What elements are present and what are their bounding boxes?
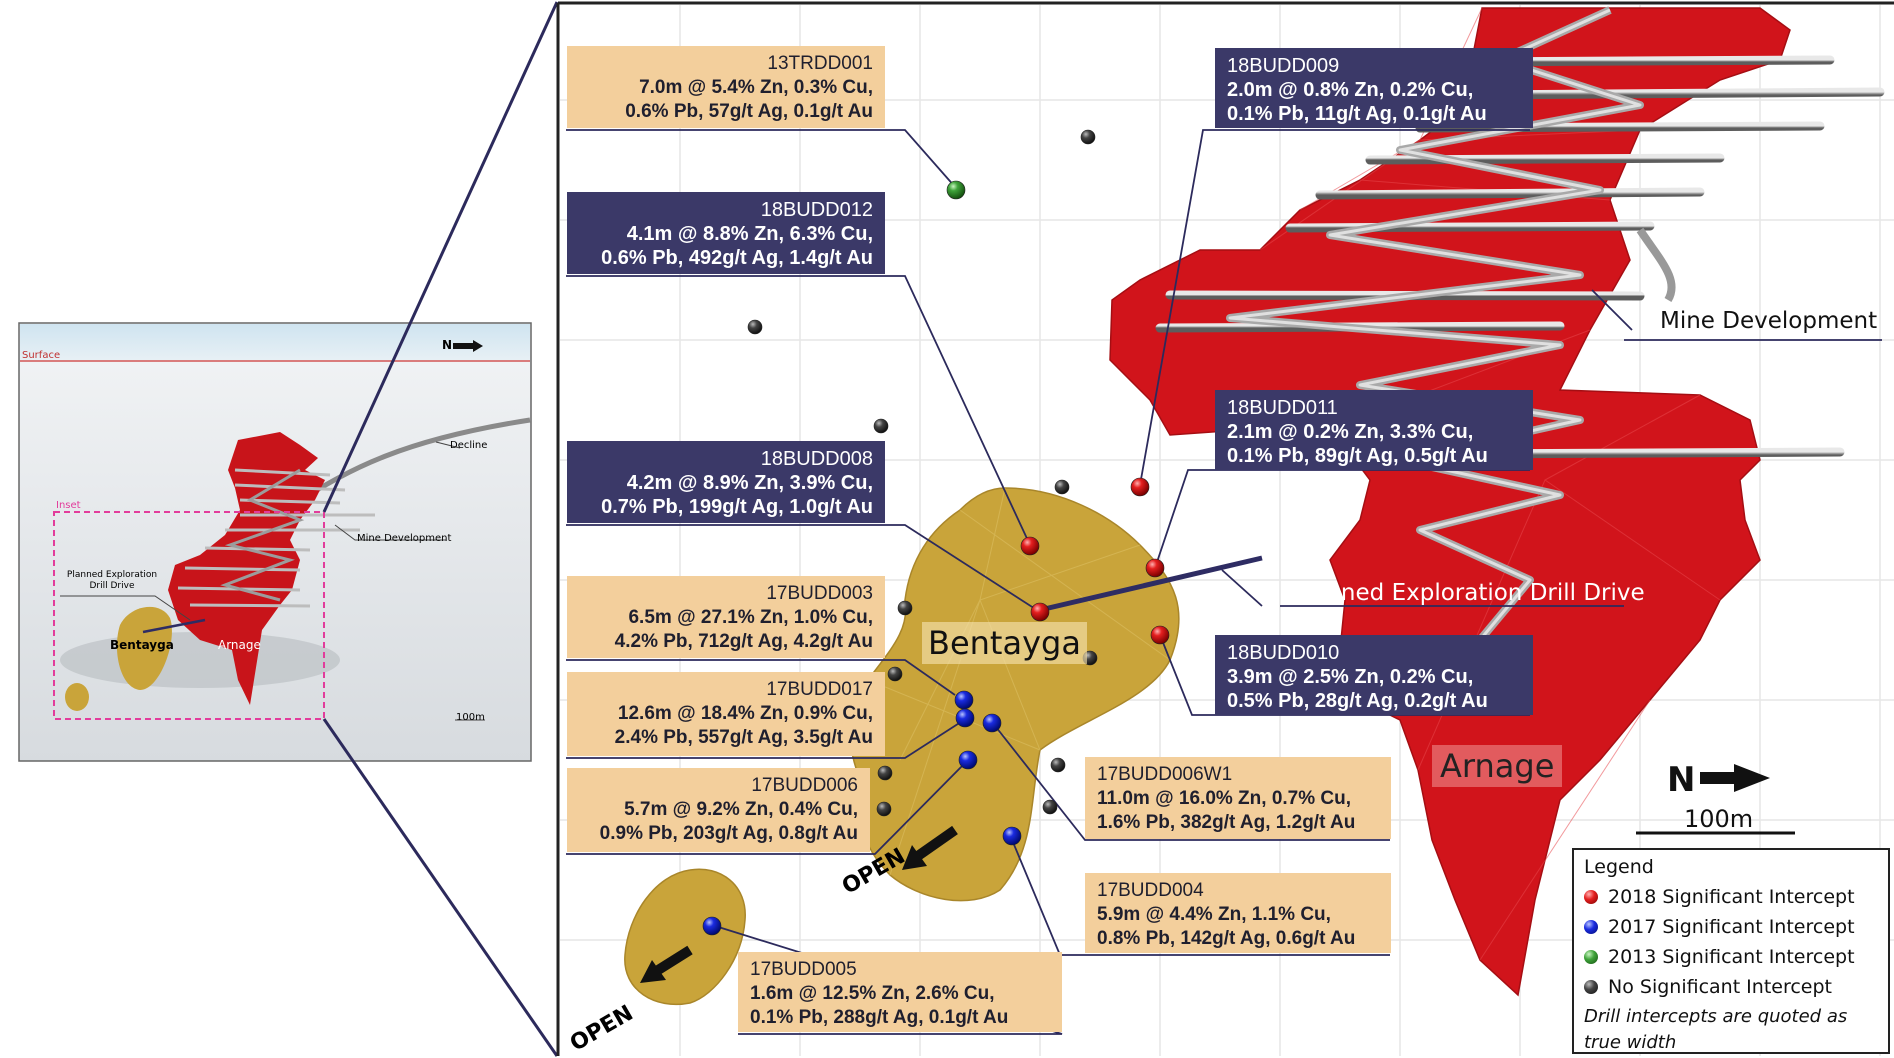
legend: Legend 2018 Significant Intercept 2017 S… bbox=[1572, 848, 1890, 1054]
inset-decline-label: Decline bbox=[450, 440, 488, 451]
intercept-label-18BUDD010: 18BUDD010 3.9m @ 2.5% Zn, 0.2% Cu, 0.5% Pb… bbox=[1215, 635, 1533, 715]
inset-north-label: N bbox=[442, 338, 453, 352]
inset-planned-drive-label: Planned Exploration Drill Drive bbox=[66, 570, 158, 591]
open-arrow-1 bbox=[902, 825, 958, 870]
mine-development-label: Mine Development bbox=[1660, 308, 1878, 334]
legend-item-2017: 2017 Significant Intercept bbox=[1584, 912, 1878, 942]
intercept-label-18BUDD008: 18BUDD008 4.2m @ 8.9% Zn, 3.9% Cu, 0.7% Pb… bbox=[567, 441, 885, 523]
intercept-label-17BUDD006: 17BUDD006 5.7m @ 9.2% Zn, 0.4% Cu, 0.9% Pb… bbox=[567, 768, 870, 852]
open-arrow-2 bbox=[640, 945, 693, 983]
bentayga-orebody bbox=[849, 487, 1180, 902]
intercept-label-18BUDD009: 18BUDD009 2.0m @ 0.8% Zn, 0.2% Cu, 0.1% Pb… bbox=[1215, 48, 1533, 128]
arnage-label: Arnage bbox=[1432, 745, 1563, 787]
leader-lines bbox=[566, 129, 1882, 1035]
blue-dot-icon bbox=[1584, 920, 1598, 934]
inset-arnage-label: Arnage bbox=[218, 638, 261, 652]
intercept-label-17BUDD003: 17BUDD003 6.5m @ 27.1% Zn, 1.0% Cu, 4.2% P… bbox=[567, 576, 885, 658]
intercept-label-18BUDD012: 18BUDD012 4.1m @ 8.8% Zn, 6.3% Cu, 0.6% Pb… bbox=[567, 192, 885, 274]
north-label: N bbox=[1667, 760, 1696, 800]
inset-view bbox=[18, 322, 532, 762]
drill-hole-points bbox=[702, 129, 1170, 936]
north-arrow bbox=[1700, 764, 1770, 792]
red-dot-icon bbox=[1584, 890, 1598, 904]
inset-surface-label: Surface bbox=[22, 350, 61, 361]
grey-dot-icon bbox=[1584, 980, 1598, 994]
intercept-label-17BUDD017: 17BUDD017 12.6m @ 18.4% Zn, 0.9% Cu, 2.4% … bbox=[567, 672, 885, 756]
inset-bentayga-label: Bentayga bbox=[110, 638, 174, 652]
planned-exploration-drill-drive bbox=[1039, 555, 1263, 613]
legend-item-2013: 2013 Significant Intercept bbox=[1584, 942, 1878, 972]
main-map bbox=[556, 1, 1894, 1056]
scale-label: 100m bbox=[1684, 805, 1754, 833]
arnage-orebody bbox=[1109, 7, 1791, 997]
intercept-label-17BUDD004: 17BUDD004 5.9m @ 4.4% Zn, 1.1% Cu, 0.8% Pb… bbox=[1085, 873, 1391, 953]
inset-scale-label: 100m bbox=[456, 712, 485, 723]
intercept-label-17BUDD006W1: 17BUDD006W1 11.0m @ 16.0% Zn, 0.7% Cu, 1.6… bbox=[1085, 757, 1391, 839]
green-dot-icon bbox=[1584, 950, 1598, 964]
intercept-label-18BUDD011: 18BUDD011 2.1m @ 0.2% Zn, 3.3% Cu, 0.1% Pb… bbox=[1215, 390, 1533, 470]
intercept-label-17BUDD005: 17BUDD005 1.6m @ 12.5% Zn, 2.6% Cu, 0.1% P… bbox=[738, 952, 1062, 1032]
legend-item-2018: 2018 Significant Intercept bbox=[1584, 882, 1878, 912]
planned-drive-label: Planned Exploration Drill Drive bbox=[1292, 580, 1645, 606]
bentayga-label: Bentayga bbox=[922, 622, 1087, 664]
legend-title: Legend bbox=[1584, 856, 1654, 878]
legend-item-none: No Significant Intercept bbox=[1584, 972, 1878, 1002]
inset-mine-dev-label: Mine Development bbox=[357, 533, 452, 544]
bentayga-south-orebody bbox=[624, 868, 746, 1005]
legend-note: Drill intercepts are quoted as true width bbox=[1584, 1006, 1848, 1053]
intercept-label-13TRDD001: 13TRDD001 7.0m @ 5.4% Zn, 0.3% Cu, 0.6% Pb… bbox=[567, 46, 885, 128]
inset-inset-label: Inset bbox=[56, 500, 81, 511]
